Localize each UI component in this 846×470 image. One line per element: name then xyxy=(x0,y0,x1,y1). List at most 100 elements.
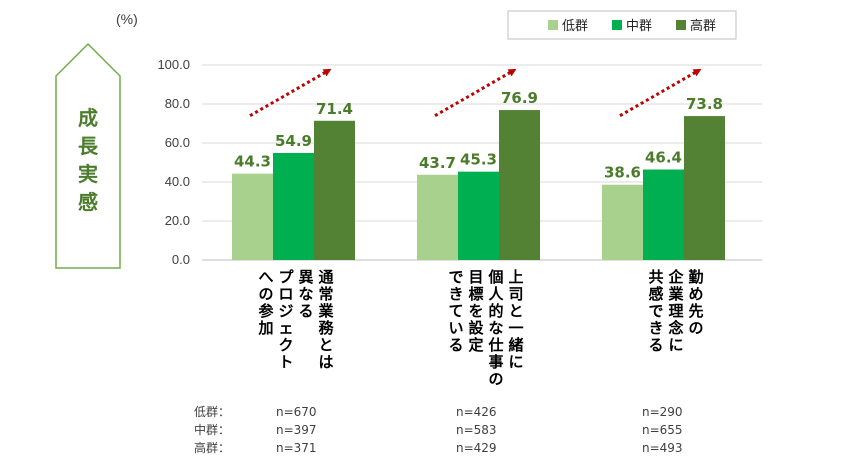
category-char: と xyxy=(318,336,333,354)
bar-high xyxy=(684,116,725,260)
sample-size: n=493 xyxy=(642,441,683,455)
category-char: へ xyxy=(258,268,273,286)
data-label: 45.3 xyxy=(460,151,497,169)
category-char: 標 xyxy=(468,285,483,303)
y-tick-label: 0.0 xyxy=(172,252,190,267)
category-char: 設 xyxy=(468,319,484,337)
category-char: 定 xyxy=(468,336,483,354)
legend-swatch-high xyxy=(676,20,686,30)
category-char: 感 xyxy=(648,285,663,303)
category-char: て xyxy=(448,302,463,320)
bar-mid xyxy=(458,171,499,260)
category-char: に xyxy=(668,336,683,354)
sample-row-label: 中群： xyxy=(194,422,230,437)
legend-label-mid: 中群 xyxy=(626,19,652,34)
category-char: の xyxy=(488,370,503,388)
legend-swatch-low xyxy=(548,20,558,30)
category-char: き xyxy=(648,319,663,337)
y-axis: 0.0 20.0 40.0 60.0 80.0 100.0 xyxy=(157,57,190,267)
legend-label-high: 高群 xyxy=(690,18,716,34)
sample-size: n=426 xyxy=(456,405,497,419)
category-char: 人 xyxy=(488,285,504,303)
category-char: 先 xyxy=(688,302,703,320)
data-label: 46.4 xyxy=(645,149,682,167)
category-char: に xyxy=(508,353,523,371)
legend: 低群 中群 高群 xyxy=(507,10,737,40)
y-tick-label: 100.0 xyxy=(157,57,190,72)
y-tick-label: 60.0 xyxy=(165,135,190,150)
category-char: プ xyxy=(278,268,294,286)
trend-arrow xyxy=(619,68,702,118)
y-tick-label: 40.0 xyxy=(165,174,190,189)
sample-size: n=670 xyxy=(276,405,317,419)
category-char: ク xyxy=(278,336,293,354)
category-char: い xyxy=(448,319,463,337)
y-tick-label: 20.0 xyxy=(165,213,190,228)
side-label-char: 実 xyxy=(78,162,98,186)
data-label: 73.8 xyxy=(686,95,723,113)
category-char: 目 xyxy=(468,268,483,286)
bar-low xyxy=(602,184,643,260)
x-axis-categories: 通常業務とは異なるプロジェクトへの参加上司と一緒に個人的な仕事の目標を設定できて… xyxy=(257,268,703,388)
legend-label-low: 低群 xyxy=(562,19,588,34)
side-label-char: 成 xyxy=(78,106,98,130)
category-char: 勤 xyxy=(688,268,703,286)
bar-high xyxy=(314,120,355,261)
legend-swatch-mid xyxy=(612,20,622,30)
category-char: は xyxy=(318,353,333,371)
category-char: ト xyxy=(278,353,293,371)
category-char: で xyxy=(648,302,663,320)
category-char: と xyxy=(508,302,523,320)
category-char: 務 xyxy=(318,319,334,337)
category-char: 司 xyxy=(508,285,523,303)
category-char: ジ xyxy=(278,302,293,320)
category-char: 加 xyxy=(257,319,273,337)
trend-arrows xyxy=(249,68,702,118)
category-char: 共 xyxy=(648,268,663,286)
sample-size: n=583 xyxy=(456,423,497,437)
category-char: 企 xyxy=(667,268,684,286)
category-char: ェ xyxy=(278,319,293,337)
category-char: の xyxy=(258,285,273,303)
category-char: 一 xyxy=(508,319,523,337)
data-label: 71.4 xyxy=(316,100,353,118)
y-tick-label: 80.0 xyxy=(165,96,190,111)
category-char: 理 xyxy=(668,302,683,320)
category-char: め xyxy=(688,285,703,303)
sample-size: n=655 xyxy=(642,423,683,437)
category-char: る xyxy=(648,336,663,354)
category-char: 異 xyxy=(298,268,313,286)
category-char: る xyxy=(298,302,313,320)
bar-mid xyxy=(273,152,314,260)
category-char: 常 xyxy=(318,285,333,303)
sample-size: n=371 xyxy=(276,441,317,455)
data-label: 38.6 xyxy=(604,164,641,182)
category-char: 緒 xyxy=(508,336,523,354)
category-char: 業 xyxy=(317,302,334,320)
side-label-char: 感 xyxy=(78,190,98,214)
bar-high xyxy=(499,110,540,260)
trend-arrow xyxy=(249,68,332,118)
bar-mid xyxy=(643,169,684,260)
data-label: 54.9 xyxy=(275,132,312,150)
category-char: ロ xyxy=(278,285,293,303)
category-char: る xyxy=(448,336,463,354)
category-char: 的 xyxy=(488,302,503,320)
category-char: 仕 xyxy=(487,336,503,354)
category-char: の xyxy=(688,319,703,337)
bar-low xyxy=(417,174,458,260)
category-char: 個 xyxy=(487,268,503,286)
sample-row-label: 低群： xyxy=(194,405,230,419)
category-char: き xyxy=(448,285,463,303)
category-char: 念 xyxy=(667,319,683,337)
data-label: 76.9 xyxy=(501,89,538,107)
sample-sizes: 低群： 中群： 高群： n=670 n=397 n=371 n=426 n=58… xyxy=(194,405,683,455)
sample-size: n=290 xyxy=(642,405,683,419)
bar-low xyxy=(232,173,273,260)
data-label: 44.3 xyxy=(234,153,271,171)
unit-label: (%) xyxy=(116,11,138,27)
category-char: を xyxy=(468,302,483,320)
